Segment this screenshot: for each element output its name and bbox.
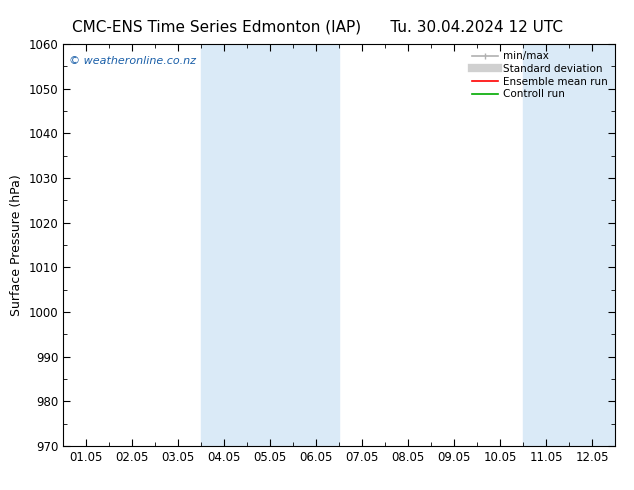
Text: CMC-ENS Time Series Edmonton (IAP)      Tu. 30.04.2024 12 UTC: CMC-ENS Time Series Edmonton (IAP) Tu. 3… (72, 20, 562, 35)
Bar (202, 44, 339, 446)
Y-axis label: Surface Pressure (hPa): Surface Pressure (hPa) (10, 174, 23, 316)
Text: © weatheronline.co.nz: © weatheronline.co.nz (69, 56, 196, 66)
Bar (523, 44, 634, 446)
Legend: min/max, Standard deviation, Ensemble mean run, Controll run: min/max, Standard deviation, Ensemble me… (470, 49, 610, 101)
